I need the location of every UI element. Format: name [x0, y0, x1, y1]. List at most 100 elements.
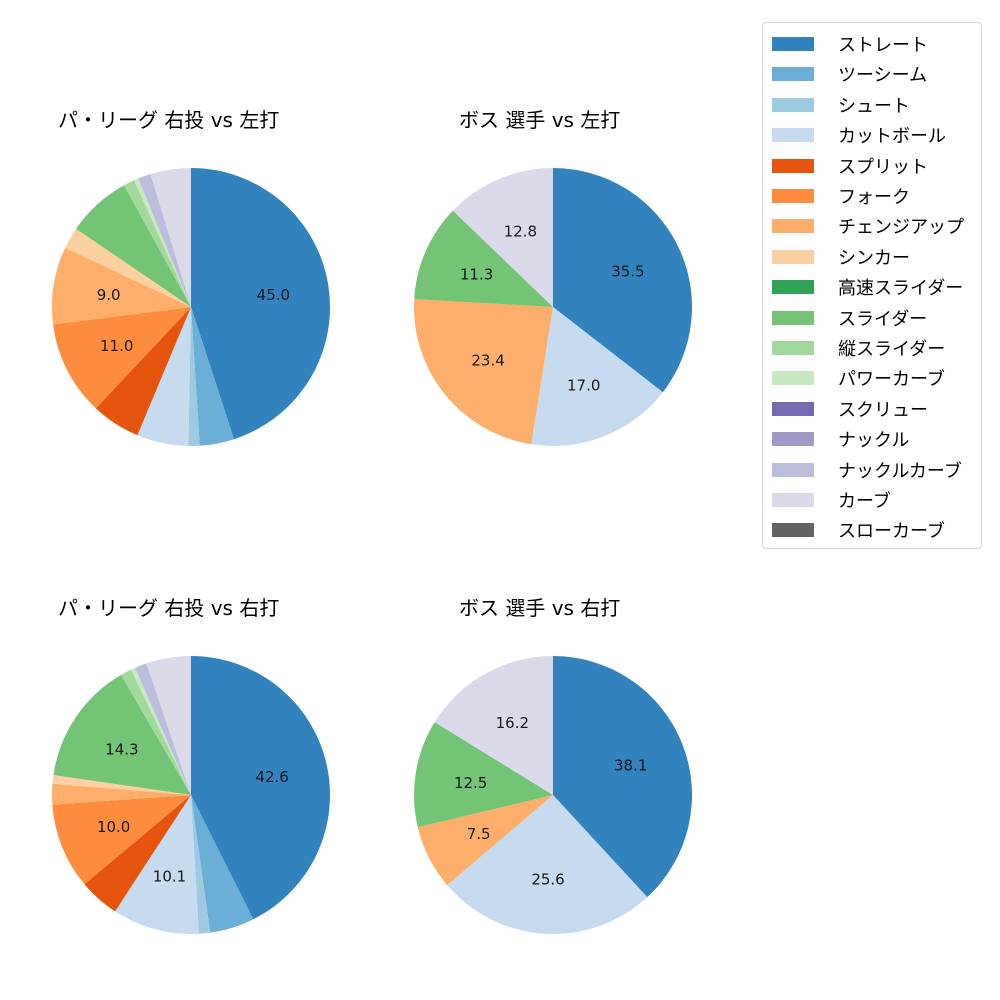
pie-slice: [191, 168, 330, 440]
legend-item: ナックルカーブ: [772, 460, 962, 482]
legend-label: ストレート: [838, 35, 928, 56]
pie-slice: [191, 307, 234, 446]
pie-slice: [115, 795, 199, 934]
legend-label: カットボール: [838, 126, 946, 148]
legend-swatch: [772, 493, 814, 507]
legend-label: 縦スライダー: [838, 339, 946, 360]
legend-swatch: [772, 158, 814, 173]
legend: ストレートツーシームシュートカットボール スプリットフォークチェンジアップ シンカー…: [762, 22, 982, 549]
slice-label: 10.0: [97, 818, 130, 836]
slice-label: 42.6: [255, 768, 288, 786]
legend-label: スプリット: [838, 156, 928, 178]
pie-slice: [150, 168, 191, 307]
legend-label: フォーク: [838, 187, 910, 208]
pie-slice: [188, 307, 200, 446]
pie-slice: [531, 307, 663, 446]
slice-label: 38.1: [614, 757, 647, 775]
legend-label: シュート: [838, 95, 910, 117]
pie-slice: [447, 795, 648, 934]
legend-swatch: [772, 128, 814, 143]
chart-title: パ・リーグ 右投 vs 左打: [58, 108, 280, 132]
pie-slice: [134, 178, 191, 307]
legend-swatch: [772, 37, 814, 51]
slice-label: 14.3: [105, 740, 138, 758]
legend-label: ツーシーム: [838, 65, 928, 87]
pie-slice: [124, 180, 191, 307]
pie-slice: [84, 795, 191, 912]
legend-item: ストレート: [772, 34, 928, 56]
legend-swatch: [772, 97, 814, 112]
pie-slice: [134, 663, 191, 795]
legend-swatch: [772, 219, 814, 234]
chart-title: ボス 選手 vs 左打: [459, 108, 621, 132]
legend-swatch: [772, 432, 814, 447]
legend-label: カーブ: [838, 491, 891, 512]
legend-swatch: [772, 462, 814, 477]
legend-item: スローカーブ: [772, 520, 945, 543]
legend-item: フォーク: [772, 186, 910, 208]
pie-slice: [191, 656, 330, 920]
slice-label: 9.0: [97, 286, 121, 304]
pie-slice: [146, 656, 191, 795]
legend-label: チェンジアップ: [838, 217, 964, 239]
slice-label: 12.8: [504, 222, 537, 240]
legend-item: 高速スライダー: [772, 277, 964, 300]
slice-label: 11.0: [100, 337, 133, 355]
legend-label: ナックル: [838, 430, 910, 452]
chart-title: パ・リーグ 右投 vs 右打: [58, 596, 280, 620]
pie-slice: [53, 307, 192, 409]
legend-item: スプリット: [772, 156, 928, 178]
slice-label: 25.6: [531, 870, 564, 888]
legend-label: スクリュー: [838, 399, 928, 421]
slice-label: 12.5: [454, 774, 487, 792]
legend-item: スクリュー: [772, 399, 928, 421]
pie-slice: [76, 185, 191, 307]
legend-item: スライダー: [772, 308, 928, 330]
legend-swatch: [772, 67, 814, 82]
pie-slice: [53, 674, 192, 795]
pie-slice: [553, 656, 692, 898]
pie-slice: [65, 228, 191, 307]
legend-label: スライダー: [838, 308, 928, 330]
slice-label: 45.0: [257, 286, 290, 304]
slice-label: 10.1: [153, 868, 186, 886]
legend-item: シュート: [772, 95, 910, 117]
legend-swatch: [772, 371, 814, 386]
pie-slice: [51, 247, 191, 325]
pie-slice: [413, 722, 553, 828]
legend-item: シンカー: [772, 247, 910, 269]
pie-slice: [138, 174, 191, 307]
legend-label: 高速スライダー: [838, 278, 964, 300]
pie-slice: [414, 210, 553, 307]
pie-slice: [414, 299, 553, 445]
pie-slice: [553, 168, 693, 393]
legend-item: カーブ: [772, 490, 891, 512]
pie-slice: [191, 795, 254, 933]
legend-swatch: [772, 189, 814, 203]
legend-item: チェンジアップ: [772, 216, 964, 239]
slice-label: 16.2: [496, 714, 529, 732]
legend-swatch: [772, 249, 814, 264]
legend-label: シンカー: [838, 247, 910, 269]
legend-item: 縦スライダー: [772, 338, 946, 360]
pie-slice: [95, 307, 191, 436]
pie-slice: [434, 656, 553, 795]
legend-item: カットボール: [772, 125, 946, 148]
legend-label: スローカーブ: [838, 521, 945, 543]
legend-swatch: [772, 523, 814, 538]
legend-swatch: [772, 401, 814, 416]
legend-item: ナックル: [772, 429, 910, 452]
pie-slice: [52, 783, 191, 805]
slice-label: 11.3: [460, 266, 493, 284]
legend-swatch: [772, 341, 814, 355]
slice-label: 23.4: [471, 351, 504, 369]
legend-item: パワーカーブ: [772, 368, 945, 390]
pie-slice: [191, 795, 211, 934]
slice-label: 35.5: [611, 262, 644, 280]
pie-slice: [417, 795, 553, 886]
legend-item: ツーシーム: [772, 64, 928, 87]
